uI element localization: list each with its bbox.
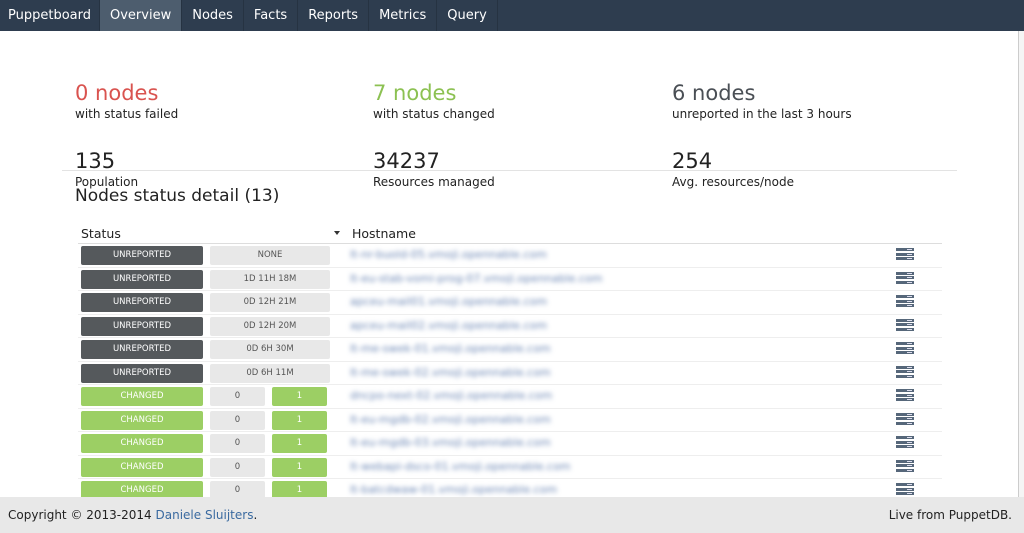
server-icon[interactable] [896, 271, 914, 286]
failed-count-badge[interactable]: 0 [210, 410, 265, 430]
scrollbar[interactable] [1018, 31, 1024, 497]
hostname-link[interactable]: dncpo-next-02.vmoji.opennable.com [350, 389, 553, 402]
hostname-link[interactable]: apceu-mail01.vmoji.opennable.com [350, 295, 548, 308]
stat-block: 34237 Resources managed [373, 148, 663, 189]
table-row: UNREPORTED 1D 11H 18M lt-eu-stab-vomi-prog… [78, 268, 942, 291]
server-icon[interactable] [896, 365, 914, 380]
stat-label: with status changed [373, 107, 495, 121]
unreported-age-badge: 1D 11H 18M [210, 269, 330, 289]
status-badge[interactable]: CHANGED [81, 481, 203, 500]
status-badge[interactable]: UNREPORTED [81, 269, 203, 289]
stat-label: Avg. resources/node [672, 175, 794, 189]
unreported-age-badge: 0D 6H 30M [210, 340, 330, 359]
header-divider [78, 243, 942, 244]
hostname-link[interactable]: lt-nr-buold-05.vmoji.opennable.com [350, 248, 547, 261]
server-icon[interactable] [896, 248, 914, 262]
server-icon[interactable] [896, 318, 914, 333]
hostname-link[interactable]: lt-eu-stab-vomi-prog-07.vmoji.opennable.… [350, 271, 603, 285]
changed-count-badge[interactable]: 1 [272, 410, 327, 430]
stat-label: Population [75, 175, 139, 189]
footer: Copyright © 2013-2014 Daniele Sluijters.… [0, 497, 1024, 533]
copyright-text: Copyright © 2013-2014 [8, 508, 156, 522]
status-badge[interactable]: UNREPORTED [81, 340, 203, 359]
nav-overview[interactable]: Overview [100, 0, 183, 31]
status-badge[interactable]: CHANGED [81, 387, 203, 406]
server-icon[interactable] [896, 295, 914, 309]
live-text: Live from PuppetDB. [888, 508, 1012, 522]
stat-value: 6 nodes [672, 81, 756, 105]
changed-count-badge[interactable]: 1 [272, 457, 327, 477]
period: . [253, 508, 258, 522]
failed-count-badge[interactable]: 0 [210, 387, 265, 406]
stat-value: 135 [75, 149, 116, 173]
table-row: CHANGED 0 1 lt-eu-mgdb-03.vmoji.opennable.c… [78, 432, 942, 456]
server-icon[interactable] [896, 389, 914, 403]
table-row: UNREPORTED 0D 6H 11M lt-me-swek-02.vmoji.o… [78, 362, 942, 385]
hostname-link[interactable]: lt-batcdwaw-01.vmoji.opennable.com [350, 483, 558, 496]
failed-count-badge[interactable]: 0 [210, 481, 265, 500]
hostname-link[interactable]: lt-me-swek-02.vmoji.opennable.com [350, 365, 551, 379]
nav-reports[interactable]: Reports [298, 0, 370, 31]
stat-value: 0 nodes [75, 81, 159, 105]
brand-link[interactable]: Puppetboard [0, 0, 100, 31]
nodes-table: UNREPORTED NONE lt-nr-buold-05.vmoji.openn… [78, 244, 942, 503]
table-row: CHANGED 0 1 lt-webapi-dsco-01.vmoji.opennab… [78, 456, 942, 479]
failed-count-badge[interactable]: 0 [210, 457, 265, 477]
stat-block: 254 Avg. resources/node [672, 148, 962, 189]
table-row: UNREPORTED 0D 6H 30M lt-me-swek-01.vmoji.o… [78, 338, 942, 362]
status-badge[interactable]: CHANGED [81, 410, 203, 430]
changed-count-badge[interactable]: 1 [272, 481, 327, 500]
status-badge[interactable]: UNREPORTED [81, 246, 203, 265]
table-row: UNREPORTED 0D 12H 20M apceu-mail02.vmoji.o… [78, 315, 942, 338]
table-row: CHANGED 0 1 dncpo-next-02.vmoji.opennable.c… [78, 385, 942, 409]
hostname-link[interactable]: apceu-mail02.vmoji.opennable.com [350, 318, 548, 332]
server-icon[interactable] [896, 483, 914, 497]
stat-label: unreported in the last 3 hours [672, 107, 852, 121]
nav-nodes[interactable]: Nodes [182, 0, 244, 31]
stat-label: Resources managed [373, 175, 495, 189]
status-badge[interactable]: CHANGED [81, 434, 203, 453]
stat-label: with status failed [75, 107, 179, 121]
hostname-link[interactable]: lt-me-swek-01.vmoji.opennable.com [350, 342, 551, 355]
stat-value: 34237 [373, 149, 440, 173]
nav-facts[interactable]: Facts [244, 0, 299, 31]
hostname-link[interactable]: lt-eu-mgdb-02.vmoji.opennable.com [350, 412, 551, 426]
status-column-header[interactable]: Status [81, 226, 121, 241]
changed-count-badge[interactable]: 1 [272, 434, 327, 453]
divider [62, 170, 957, 171]
changed-count-badge[interactable]: 1 [272, 387, 327, 406]
table-row: UNREPORTED NONE lt-nr-buold-05.vmoji.openn… [78, 244, 942, 268]
hostname-link[interactable]: lt-eu-mgdb-03.vmoji.opennable.com [350, 436, 551, 449]
server-icon[interactable] [896, 436, 914, 450]
unreported-age-badge: 0D 6H 11M [210, 363, 330, 383]
stat-block: 6 nodes unreported in the last 3 hours [672, 80, 962, 121]
author-link[interactable]: Daniele Sluijters [155, 508, 254, 522]
sort-caret-icon[interactable] [334, 231, 340, 235]
server-icon[interactable] [896, 459, 914, 474]
status-badge[interactable]: UNREPORTED [81, 293, 203, 312]
nav-query[interactable]: Query [437, 0, 498, 31]
stat-value: 7 nodes [373, 81, 457, 105]
server-icon[interactable] [896, 412, 914, 427]
stat-block: 0 nodes with status failed [75, 80, 365, 121]
unreported-age-badge: 0D 12H 21M [210, 293, 330, 312]
unreported-age-badge: NONE [210, 246, 330, 265]
status-badge[interactable]: CHANGED [81, 457, 203, 477]
table-row: CHANGED 0 1 lt-eu-mgdb-02.vmoji.opennable.c… [78, 409, 942, 432]
hostname-column-header[interactable]: Hostname [352, 226, 416, 241]
stat-block: 135 Population [75, 148, 365, 189]
section-title: Nodes status detail (13) [75, 186, 280, 206]
status-badge[interactable]: UNREPORTED [81, 316, 203, 336]
stat-block: 7 nodes with status changed [373, 80, 663, 121]
failed-count-badge[interactable]: 0 [210, 434, 265, 453]
nav-metrics[interactable]: Metrics [369, 0, 438, 31]
status-badge[interactable]: UNREPORTED [81, 363, 203, 383]
table-row: UNREPORTED 0D 12H 21M apceu-mail01.vmoji.o… [78, 291, 942, 315]
top-nav: Puppetboard Overview Nodes Facts Reports… [0, 0, 1024, 31]
server-icon[interactable] [896, 342, 914, 356]
stat-value: 254 [672, 149, 713, 173]
hostname-link[interactable]: lt-webapi-dsco-01.vmoji.opennable.com [350, 459, 571, 473]
unreported-age-badge: 0D 12H 20M [210, 316, 330, 336]
